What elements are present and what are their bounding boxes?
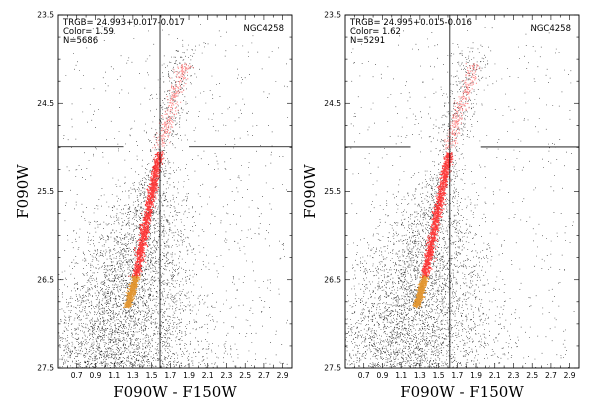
- plot-frame: [344, 14, 580, 369]
- x-axis-title: F090W - F150W: [400, 383, 524, 401]
- annotation-line-2: Color= 1.62: [350, 27, 401, 37]
- x-tick-label: 2.1: [489, 371, 501, 380]
- x-tick-label: 1.1: [395, 371, 407, 380]
- faint-rgb-points: [412, 274, 430, 309]
- x-tick-label: 2.7: [258, 371, 270, 380]
- annotation-line-3: N=5686: [63, 36, 98, 46]
- y-tick-label: 24.5: [324, 99, 341, 108]
- star-points: [58, 24, 288, 368]
- x-tick-label: 0.7: [71, 371, 83, 380]
- field-stars: [58, 24, 288, 368]
- star-points: [345, 26, 575, 368]
- field-stars: [345, 26, 575, 368]
- x-tick-label: 1.3: [414, 371, 426, 380]
- x-tick-label: 2.9: [277, 371, 289, 380]
- x-tick-label: 1.7: [164, 371, 176, 380]
- y-tick-label: 26.5: [37, 275, 54, 284]
- y-tick-label: 27.5: [324, 364, 341, 373]
- x-axis-title: F090W - F150W: [113, 383, 237, 401]
- x-tick-label: 1.7: [451, 371, 463, 380]
- x-tick-label: 1.9: [183, 371, 195, 380]
- y-tick-label: 23.5: [37, 11, 54, 20]
- x-tick-label: 1.5: [433, 371, 445, 380]
- y-tick-label: 23.5: [324, 11, 341, 20]
- y-tick-label: 27.5: [37, 364, 54, 373]
- x-tick-label: 2.7: [545, 371, 557, 380]
- x-tick-label: 0.9: [376, 371, 388, 380]
- galaxy-label: NGC4258: [530, 24, 571, 34]
- annotation-line-3: N=5291: [350, 36, 385, 46]
- x-tick-label: 1.3: [127, 371, 139, 380]
- x-tick-label: 1.9: [470, 371, 482, 380]
- annotation-line-2: Color= 1.59: [63, 27, 114, 37]
- cmd-panel-2: 23.5 24.5 25.5 26.5 27.5 0.7 0.9 1.1 1.3 1.5 1.7 1.…: [301, 11, 580, 401]
- x-tick-label: 1.5: [146, 371, 158, 380]
- galaxy-label: NGC4258: [243, 24, 284, 34]
- y-tick-label: 24.5: [37, 99, 54, 108]
- agb-highlight-points: [444, 63, 481, 150]
- faint-rgb-points: [123, 274, 142, 309]
- x-tick-label: 0.7: [358, 371, 370, 380]
- cmd-panel-1: 23.5 24.5 25.5 26.5 27.5 0.7 0.9 1.1 1.3 1.5 1.7 1.…: [14, 11, 293, 401]
- agb-highlight-points: [152, 63, 194, 149]
- x-tick-label: 2.5: [526, 371, 538, 380]
- y-tick-label: 25.5: [37, 187, 54, 196]
- x-tick-label: 1.1: [108, 371, 120, 380]
- annotation-line-1: TRGB= 24.993+0.017-0.017: [62, 18, 185, 28]
- y-axis-title: F090W: [14, 164, 32, 219]
- x-tick-label: 2.3: [221, 371, 233, 380]
- y-tick-label: 25.5: [324, 187, 341, 196]
- y-axis-title: F090W: [301, 164, 319, 219]
- x-tick-label: 2.9: [564, 371, 576, 380]
- plot-frame: [57, 14, 293, 369]
- x-tick-label: 2.3: [508, 371, 520, 380]
- annotation-line-1: TRGB= 24.995+0.015-0.016: [349, 18, 472, 28]
- x-tick-label: 2.1: [202, 371, 214, 380]
- rgb-highlight-points: [128, 151, 165, 278]
- x-tick-label: 0.9: [89, 371, 101, 380]
- y-tick-label: 26.5: [324, 275, 341, 284]
- rgb-highlight-points: [421, 152, 454, 278]
- x-tick-label: 2.5: [239, 371, 251, 380]
